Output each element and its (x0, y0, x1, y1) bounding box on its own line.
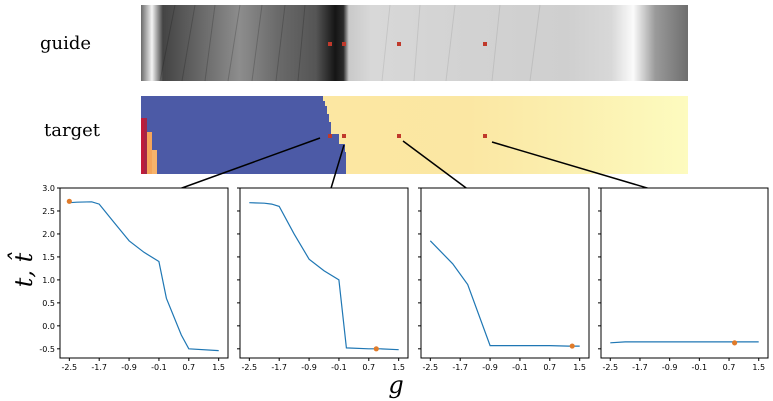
x-tick-label: -0.1 (692, 363, 708, 372)
guide-label: guide (40, 33, 91, 54)
plot-panel-4: -2.5 -1.7 -0.9 -0.1 0.7 1.5 (598, 187, 769, 372)
x-tick-label: -2.5 (242, 363, 258, 372)
arrow-1 (156, 137, 321, 199)
x-tick-label: 1.5 (752, 363, 765, 372)
plot-frame (239, 187, 409, 359)
data-point (569, 343, 575, 349)
y-tick-label: 2.5 (42, 207, 55, 216)
data-point (373, 346, 379, 352)
x-tick-label: -2.5 (62, 363, 78, 372)
target-label: target (44, 120, 101, 141)
plot-frame (59, 187, 229, 359)
data-point (732, 340, 738, 346)
x-tick-label: 1.5 (392, 363, 405, 372)
y-tick-label: 0.5 (42, 299, 55, 308)
x-tick-label: -1.7 (271, 363, 287, 372)
x-axis-label: g (388, 371, 403, 399)
target-marker-3 (397, 134, 401, 138)
x-tick-label: -1.7 (91, 363, 107, 372)
x-tick-label: -0.1 (512, 363, 528, 372)
guide-markers (328, 42, 487, 46)
x-tick-label: -1.7 (632, 363, 648, 372)
y-tick-label: -0.5 (39, 345, 55, 354)
x-tick-label: -0.9 (662, 363, 678, 372)
plot-frame (600, 187, 769, 359)
series-line (429, 240, 580, 347)
x-tick-label: 1.5 (212, 363, 225, 372)
x-tick-label: 0.7 (543, 363, 556, 372)
x-tick-label: -0.1 (331, 363, 347, 372)
plot-panel-2: -2.5 -1.7 -0.9 -0.1 0.7 1.5 (237, 187, 409, 372)
y-tick-label: 1.0 (42, 276, 55, 285)
guide-marker-2 (342, 42, 346, 46)
plot-panel-1: -2.5 -1.7 -0.9 -0.1 0.7 1.5 -0.5 0.0 0.5 1.0 1.5 2.… (39, 184, 229, 372)
x-tick-label: 0.7 (362, 363, 375, 372)
x-tick-label: -0.1 (151, 363, 167, 372)
series-line (249, 202, 399, 351)
x-tick-label: -2.5 (423, 363, 439, 372)
data-point (66, 198, 72, 204)
y-tick-label: 2.0 (42, 230, 55, 239)
x-tick-label: -1.7 (452, 363, 468, 372)
plots: -2.5 -1.7 -0.9 -0.1 0.7 1.5 -0.5 0.0 0.5 1.0 1.5 2.… (39, 184, 769, 372)
series-line (69, 201, 219, 352)
x-tick-label: -0.9 (482, 363, 498, 372)
x-tick-label: 0.7 (723, 363, 736, 372)
target-marker-4 (483, 134, 487, 138)
x-tick-label: 0.7 (182, 363, 195, 372)
x-tick-label: 1.5 (573, 363, 586, 372)
guide-image (141, 4, 688, 82)
y-tick-label: 1.5 (42, 253, 55, 262)
target-image (141, 96, 688, 174)
y-axis-label: t, t̂ (7, 252, 38, 288)
guide-marker-3 (397, 42, 401, 46)
series-line (610, 341, 759, 344)
x-tick-label: -0.9 (301, 363, 317, 372)
target-markers (328, 134, 487, 138)
target-marker-2 (342, 134, 346, 138)
guide-marker-4 (483, 42, 487, 46)
x-tick-label: -2.5 (602, 363, 618, 372)
plot-frame (420, 187, 590, 359)
y-tick-label: 0.0 (42, 322, 55, 331)
x-tick-label: -0.9 (121, 363, 137, 372)
y-tick-label: 3.0 (42, 184, 55, 193)
guide-marker-1 (328, 42, 332, 46)
target-marker-1 (328, 134, 332, 138)
plot-panel-3: -2.5 -1.7 -0.9 -0.1 0.7 1.5 (418, 187, 590, 372)
